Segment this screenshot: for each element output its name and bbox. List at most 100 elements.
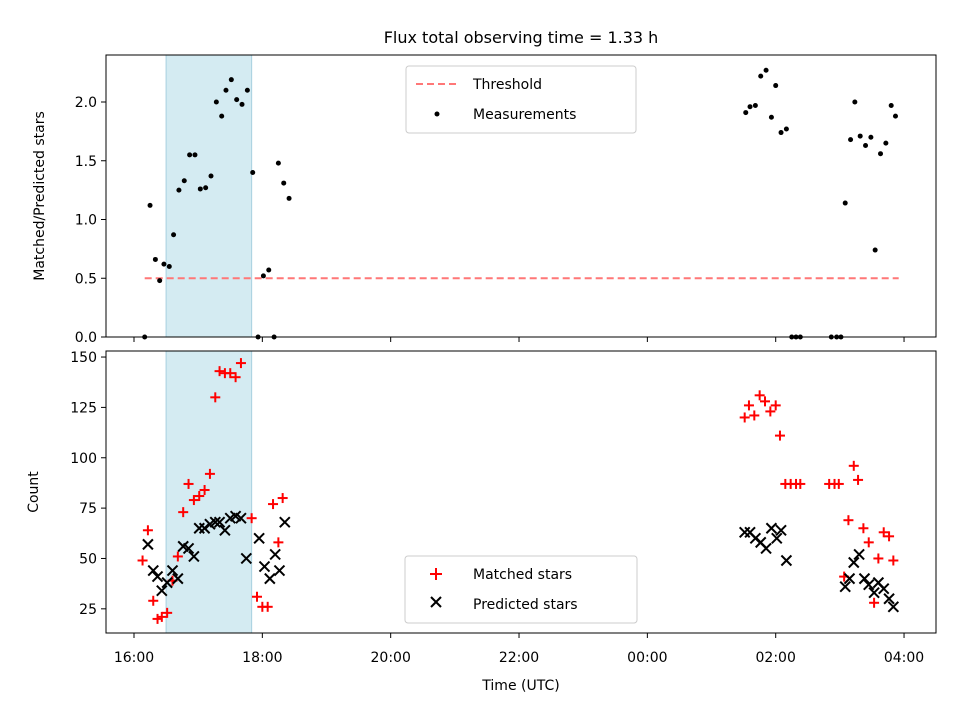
- y-tick-label: 1.0: [75, 213, 97, 229]
- matched-star-point: [749, 410, 760, 421]
- predicted-star-point: [166, 564, 179, 577]
- measurement-point: [208, 173, 214, 179]
- measurement-point: [763, 67, 769, 73]
- predicted-star-point: [258, 560, 271, 573]
- y-tick-label: 50: [79, 551, 97, 567]
- measurement-point: [778, 130, 784, 136]
- matched-star-point: [277, 493, 288, 504]
- matched-star-point: [858, 523, 869, 534]
- top-legend-box: [405, 65, 637, 134]
- measurement-point: [842, 200, 848, 206]
- predicted-star-point: [273, 564, 286, 577]
- predicted-star-point: [188, 550, 200, 563]
- matched-star-point: [754, 390, 765, 401]
- measurement-point: [868, 134, 874, 140]
- measurement-point: [147, 202, 153, 208]
- matched-star-point: [262, 601, 273, 612]
- predicted-star-point: [848, 556, 860, 569]
- bottom-legend: Matched stars Predicted stars: [404, 555, 638, 624]
- predicted-star-point: [775, 524, 787, 536]
- predicted-star-point: [771, 532, 783, 545]
- predicted-star-point: [863, 578, 875, 591]
- bottom-plot-frame: [105, 350, 937, 634]
- measurement-point: [752, 103, 758, 109]
- matched-star-point: [760, 396, 771, 407]
- measurement-point: [888, 103, 894, 109]
- x-tick-label: 22:00: [499, 650, 539, 666]
- measurement-point: [213, 99, 219, 105]
- y-tick-label: 2.0: [75, 95, 97, 111]
- observing-time-span: [165, 350, 253, 634]
- observing-time-span: [165, 54, 253, 338]
- predicted-star-point: [172, 572, 184, 585]
- x-tick-label: 02:00: [756, 650, 796, 666]
- predicted-star-point: [269, 548, 281, 561]
- matched-star-point: [210, 392, 221, 403]
- top-y-axis-label: Matched/Predicted stars: [32, 111, 48, 281]
- bottom-chart-panel: 25 50 75 100 125 150 16:00 18:00 20:00 22:00 00:0…: [26, 350, 937, 694]
- matched-star-point: [869, 597, 880, 608]
- x-tick-label: 20:00: [371, 650, 411, 666]
- measurement-point: [152, 256, 158, 262]
- predicted-star-point: [156, 584, 168, 597]
- measurement-point: [892, 113, 898, 119]
- matched-star-point: [770, 400, 781, 411]
- matched-star-point: [743, 400, 754, 411]
- measurement-point: [286, 195, 292, 201]
- matched-star-point: [142, 525, 153, 536]
- x-axis-label: Time (UTC): [481, 678, 559, 694]
- measurement-point: [228, 77, 234, 83]
- y-tick-label: 150: [70, 350, 97, 366]
- matched-star-point: [204, 468, 215, 479]
- matched-star-point: [251, 591, 262, 602]
- matched-star-point: [853, 474, 864, 485]
- measurement-point: [883, 140, 889, 146]
- matched-star-point: [848, 460, 859, 471]
- predicted-star-point: [780, 554, 793, 567]
- measurement-point: [239, 101, 245, 107]
- predicted-star-point: [182, 542, 195, 555]
- matched-star-point: [156, 611, 167, 622]
- measurement-point: [250, 170, 256, 175]
- legend-measurements-swatch: [434, 111, 440, 117]
- measurement-point: [872, 247, 878, 253]
- top-legend: Threshold Measurements: [405, 65, 637, 134]
- measurement-point: [181, 178, 187, 184]
- y-tick-label: 75: [79, 501, 97, 517]
- matched-star-point: [214, 366, 225, 377]
- matched-star-point: [188, 495, 199, 506]
- matched-star-point: [888, 555, 899, 566]
- measurement-point: [187, 152, 193, 158]
- measurement-point: [743, 110, 749, 116]
- measurement-point: [157, 278, 163, 284]
- predicted-star-point: [253, 532, 265, 545]
- measurement-point: [166, 264, 172, 269]
- measurement-point: [857, 133, 863, 139]
- measurement-point: [176, 187, 182, 193]
- measurement-point: [275, 160, 281, 166]
- measurement-point: [234, 97, 240, 103]
- matched-star-point: [235, 358, 246, 369]
- y-tick-label: 100: [70, 451, 97, 467]
- matched-star-point: [246, 513, 257, 524]
- predicted-star-point: [279, 516, 291, 528]
- matched-star-point: [884, 531, 895, 542]
- matched-star-point: [194, 491, 205, 502]
- predicted-star-point: [240, 552, 253, 565]
- predicted-star-point: [264, 572, 276, 585]
- matched-star-point: [878, 527, 889, 538]
- predicted-star-point: [765, 522, 778, 534]
- predicted-star-point: [853, 548, 865, 561]
- top-chart-panel: 0.00.51.01.52.0 Matched/Predicted stars …: [32, 54, 937, 346]
- top-plot-frame: [105, 54, 937, 338]
- bottom-legend-box: [404, 555, 638, 624]
- matched-star-point: [178, 507, 189, 518]
- predicted-star-point: [843, 572, 856, 585]
- legend-predicted-swatch: [430, 596, 442, 608]
- x-tick-label: 18:00: [242, 650, 282, 666]
- y-tick-label: 0.0: [75, 330, 97, 346]
- predicted-star-point: [839, 580, 851, 593]
- matched-star-point: [225, 368, 236, 379]
- matched-star-point: [268, 499, 279, 510]
